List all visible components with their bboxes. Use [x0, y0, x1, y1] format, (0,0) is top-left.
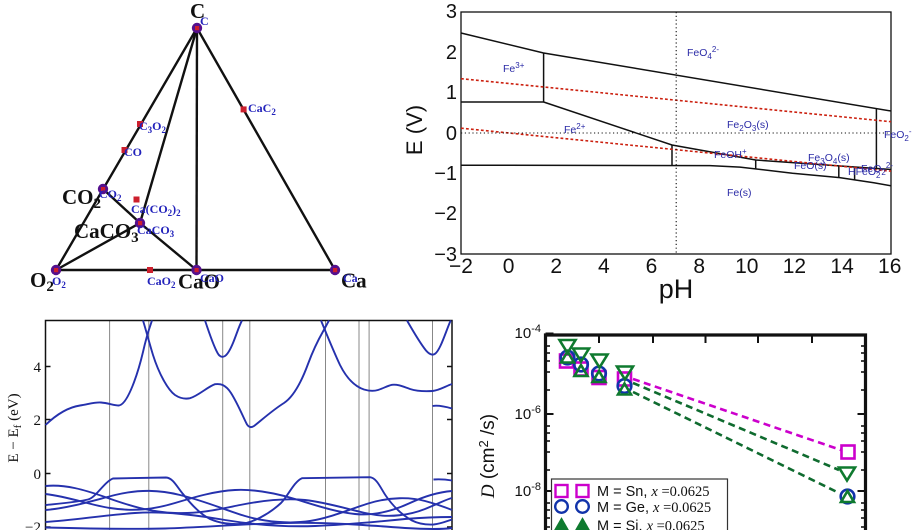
svg-text:Fe3O4(s): Fe3O4(s) [808, 152, 850, 166]
svg-text:−2: −2 [449, 255, 473, 278]
svg-text:CaCO3: CaCO3 [137, 223, 175, 239]
svg-text:pH: pH [659, 274, 694, 304]
svg-text:CaO: CaO [200, 271, 224, 285]
svg-text:CaCO3: CaCO3 [74, 219, 139, 246]
svg-text:4: 4 [34, 360, 42, 376]
svg-text:10: 10 [735, 255, 758, 278]
svg-text:C3O2: C3O2 [139, 119, 167, 135]
svg-text:E − Ef (eV): E − Ef (eV) [6, 393, 24, 462]
svg-text:Fe(s): Fe(s) [727, 187, 752, 199]
svg-text:M = Ge, x =0.0625: M = Ge, x =0.0625 [597, 500, 711, 516]
svg-text:0: 0 [503, 255, 515, 278]
svg-text:M = Si, x =0.0625: M = Si, x =0.0625 [597, 519, 705, 530]
svg-text:E (V): E (V) [402, 105, 427, 155]
svg-text:0: 0 [446, 123, 457, 145]
svg-text:14: 14 [830, 255, 854, 278]
svg-text:1: 1 [446, 82, 457, 104]
svg-text:FeO(s): FeO(s) [794, 160, 827, 172]
svg-text:C: C [190, 0, 205, 23]
svg-text:4: 4 [598, 255, 610, 278]
svg-text:CO: CO [124, 145, 142, 159]
svg-text:CaC2: CaC2 [248, 101, 276, 117]
svg-text:2: 2 [34, 413, 42, 429]
svg-text:0: 0 [34, 467, 42, 483]
svg-text:FeO42-: FeO42- [687, 45, 719, 61]
svg-text:Fe2O3(s): Fe2O3(s) [727, 119, 769, 133]
svg-text:−3: −3 [434, 244, 457, 266]
svg-text:C: C [200, 14, 209, 28]
svg-text:2: 2 [446, 42, 457, 64]
svg-text:6: 6 [646, 255, 658, 278]
svg-text:12: 12 [783, 255, 806, 278]
svg-text:Ca: Ca [341, 269, 367, 293]
svg-text:16: 16 [878, 255, 901, 278]
svg-text:−1: −1 [434, 163, 457, 185]
svg-text:M = Sn, x =0.0625: M = Sn, x =0.0625 [597, 484, 710, 500]
svg-text:D (cm2 /s): D (cm2 /s) [476, 414, 499, 499]
svg-text:FeO22-: FeO22- [861, 161, 893, 177]
svg-text:Ca(CO2)2: Ca(CO2)2 [131, 202, 181, 218]
svg-text:3: 3 [446, 1, 457, 23]
svg-text:CaO2: CaO2 [147, 274, 176, 290]
svg-text:CaO: CaO [178, 270, 220, 294]
svg-text:−2: −2 [25, 520, 41, 530]
svg-text:FeOH+: FeOH+ [714, 147, 747, 161]
svg-text:−2: −2 [434, 203, 457, 225]
svg-text:CO2: CO2 [99, 187, 122, 203]
svg-text:8: 8 [693, 255, 705, 278]
svg-text:Ca: Ca [343, 271, 358, 285]
svg-text:2: 2 [550, 255, 562, 278]
svg-text:HFeO2-: HFeO2- [848, 164, 883, 180]
